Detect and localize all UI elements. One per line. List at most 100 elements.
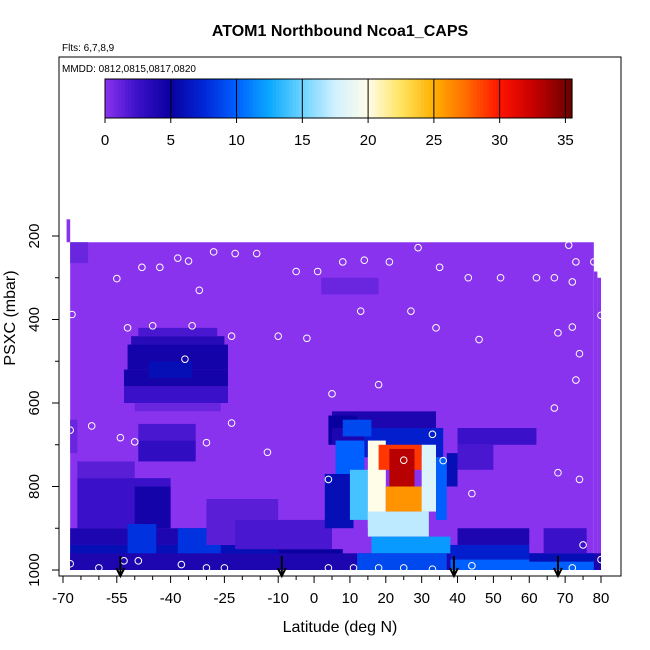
colorbar-segment bbox=[285, 79, 290, 118]
y-tick-label: 800 bbox=[26, 474, 43, 499]
colorbar-segment bbox=[456, 79, 461, 118]
x-tick-label: 70 bbox=[557, 590, 574, 607]
sample-point bbox=[550, 273, 559, 282]
colorbar-segment bbox=[233, 79, 238, 118]
heatmap-cell bbox=[457, 444, 494, 470]
heatmap-cell bbox=[450, 544, 530, 560]
colorbar-segment bbox=[322, 79, 326, 118]
sample-point bbox=[227, 332, 236, 341]
colorbar-segment bbox=[216, 79, 221, 118]
sample-point bbox=[374, 564, 383, 572]
x-tick-label: -70 bbox=[52, 590, 74, 607]
sample-point bbox=[202, 438, 211, 447]
heatmap-cell bbox=[324, 473, 354, 529]
sample-point bbox=[324, 564, 333, 572]
sample-point bbox=[123, 324, 132, 332]
colorbar-segment bbox=[400, 79, 405, 118]
colorbar-segment bbox=[328, 79, 333, 118]
colorbar-segment bbox=[420, 79, 425, 118]
colorbar-segment bbox=[292, 79, 297, 118]
colorbar-segment bbox=[450, 79, 455, 118]
x-tick-label: -10 bbox=[267, 590, 289, 607]
colorbar-segment bbox=[312, 79, 317, 118]
colorbar-segment bbox=[568, 79, 573, 118]
colorbar-segment bbox=[279, 79, 284, 118]
sample-point bbox=[138, 263, 146, 272]
colorbar-segment bbox=[114, 79, 119, 118]
colorbar-segment bbox=[358, 79, 363, 118]
colorbar-segment bbox=[302, 79, 307, 118]
colorbar-segment bbox=[203, 79, 208, 118]
colorbar-segment bbox=[493, 79, 497, 118]
colorbar-segment bbox=[124, 79, 129, 118]
colorbar-segment bbox=[509, 79, 514, 118]
colorbar-segment bbox=[486, 79, 491, 118]
colorbar-segment bbox=[489, 79, 494, 118]
colorbar-segment bbox=[463, 79, 468, 118]
colorbar-segment bbox=[410, 79, 415, 118]
x-tick-label: 80 bbox=[593, 590, 610, 607]
sample-point bbox=[66, 426, 74, 434]
colorbar-segment bbox=[269, 79, 274, 118]
sample-point bbox=[468, 489, 476, 498]
colorbar-segment bbox=[197, 79, 201, 118]
colorbar-segment bbox=[239, 79, 244, 118]
x-tick-label: 0 bbox=[310, 590, 318, 607]
sample-point bbox=[554, 329, 562, 337]
colorbar-tick-label: 35 bbox=[557, 132, 574, 149]
sample-point bbox=[597, 555, 605, 564]
colorbar-segment bbox=[183, 79, 188, 118]
colorbar-segment bbox=[252, 79, 257, 118]
colorbar-segment bbox=[220, 79, 224, 118]
colorbar-segment bbox=[223, 79, 228, 118]
colorbar-segment bbox=[502, 79, 507, 118]
colorbar-segment bbox=[354, 79, 359, 118]
sample-point bbox=[328, 390, 336, 398]
colorbar-tick-label: 30 bbox=[491, 132, 508, 149]
sample-point bbox=[184, 257, 193, 265]
sample-point bbox=[414, 243, 422, 252]
colorbar-segment bbox=[137, 79, 142, 118]
colorbar-segment bbox=[262, 79, 267, 118]
colorbar-segment bbox=[295, 79, 300, 118]
colorbar-segment bbox=[545, 79, 550, 118]
colorbar-segment bbox=[476, 79, 481, 118]
sample-point bbox=[428, 430, 437, 439]
colorbar-segment bbox=[555, 79, 560, 118]
colorbar-segment bbox=[427, 79, 432, 118]
sample-point bbox=[292, 267, 300, 276]
colorbar-segment bbox=[424, 79, 428, 118]
sample-point bbox=[575, 475, 584, 484]
sample-point bbox=[134, 557, 143, 565]
colorbar-segment bbox=[200, 79, 205, 118]
sample-point bbox=[564, 241, 573, 249]
heatmap-cell bbox=[543, 528, 587, 554]
y-axis-label: PSXC (mbar) bbox=[2, 270, 19, 365]
heatmap-cell bbox=[367, 511, 429, 537]
x-tick-label: 50 bbox=[485, 590, 502, 607]
x-tick-label: 20 bbox=[377, 590, 394, 607]
colorbar-segment bbox=[108, 79, 113, 118]
colorbar-segment bbox=[516, 79, 520, 118]
colorbar-segment bbox=[548, 79, 553, 118]
heatmap-cell bbox=[446, 453, 458, 487]
x-tick-label: 10 bbox=[342, 590, 359, 607]
colorbar-segment bbox=[131, 79, 136, 118]
colorbar-segment bbox=[147, 79, 152, 118]
colorbar-tick-label: 10 bbox=[228, 132, 245, 149]
colorbar-segment bbox=[384, 79, 389, 118]
x-tick-label: -40 bbox=[160, 590, 182, 607]
heatmap-cell bbox=[436, 457, 447, 520]
sample-point bbox=[428, 565, 437, 573]
flights-label: Flts: 6,7,8,9 bbox=[62, 43, 115, 54]
colorbar-segment bbox=[331, 79, 336, 118]
x-tick-label: 30 bbox=[413, 590, 430, 607]
colorbar-segment bbox=[246, 79, 251, 118]
sample-points bbox=[66, 241, 605, 573]
colorbar-segment bbox=[338, 79, 343, 118]
colorbar-segment bbox=[371, 79, 376, 118]
colorbar-segment bbox=[374, 79, 379, 118]
sample-point bbox=[252, 249, 261, 258]
sample-point bbox=[87, 422, 96, 430]
